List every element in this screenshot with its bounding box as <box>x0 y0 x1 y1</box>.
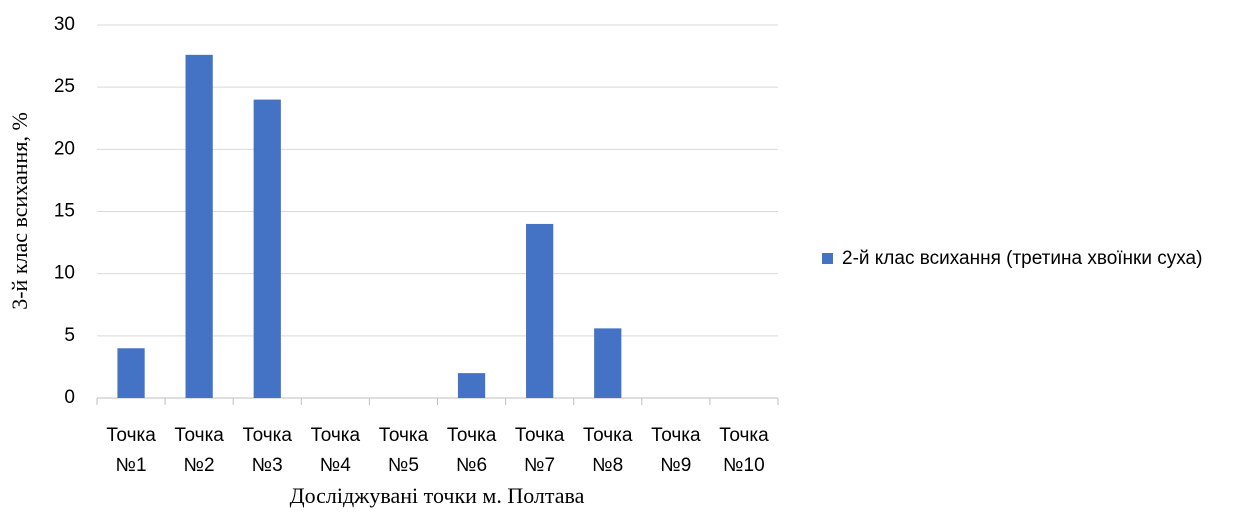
x-tick-label: Точка №1 <box>106 425 156 476</box>
x-tick-label: Точка №10 <box>719 425 769 476</box>
x-tick-label: Точка №5 <box>379 425 429 476</box>
x-tick-label: Точка №9 <box>651 425 701 476</box>
x-tick-label: Точка №3 <box>243 425 293 476</box>
bar <box>253 99 281 398</box>
y-tick-label: 0 <box>64 387 75 408</box>
bar <box>526 223 554 398</box>
y-tick-label: 25 <box>54 76 75 97</box>
legend-label: 2-й клас всихання (третина хвоїнки суха) <box>842 248 1202 269</box>
bar <box>185 54 213 399</box>
y-tick-label: 5 <box>64 325 75 346</box>
y-tick-label: 10 <box>54 263 75 284</box>
y-tick-label: 20 <box>54 138 75 159</box>
x-tick-label: Точка №7 <box>515 425 565 476</box>
bar <box>457 373 486 398</box>
bar <box>117 348 145 398</box>
legend-swatch <box>822 253 833 264</box>
x-tick-label: Точка №6 <box>447 425 497 476</box>
y-tick-label: 30 <box>54 14 75 35</box>
y-axis-label: 3-й клас всихання, % <box>7 112 32 310</box>
x-tick-label: Точка №2 <box>174 425 224 476</box>
x-tick-label: Точка №4 <box>311 425 361 476</box>
x-axis-label: Досліджувані точки м. Полтава <box>290 483 585 508</box>
bar <box>594 328 622 398</box>
x-tick-label: Точка №8 <box>583 425 633 476</box>
y-tick-label: 15 <box>54 201 75 222</box>
